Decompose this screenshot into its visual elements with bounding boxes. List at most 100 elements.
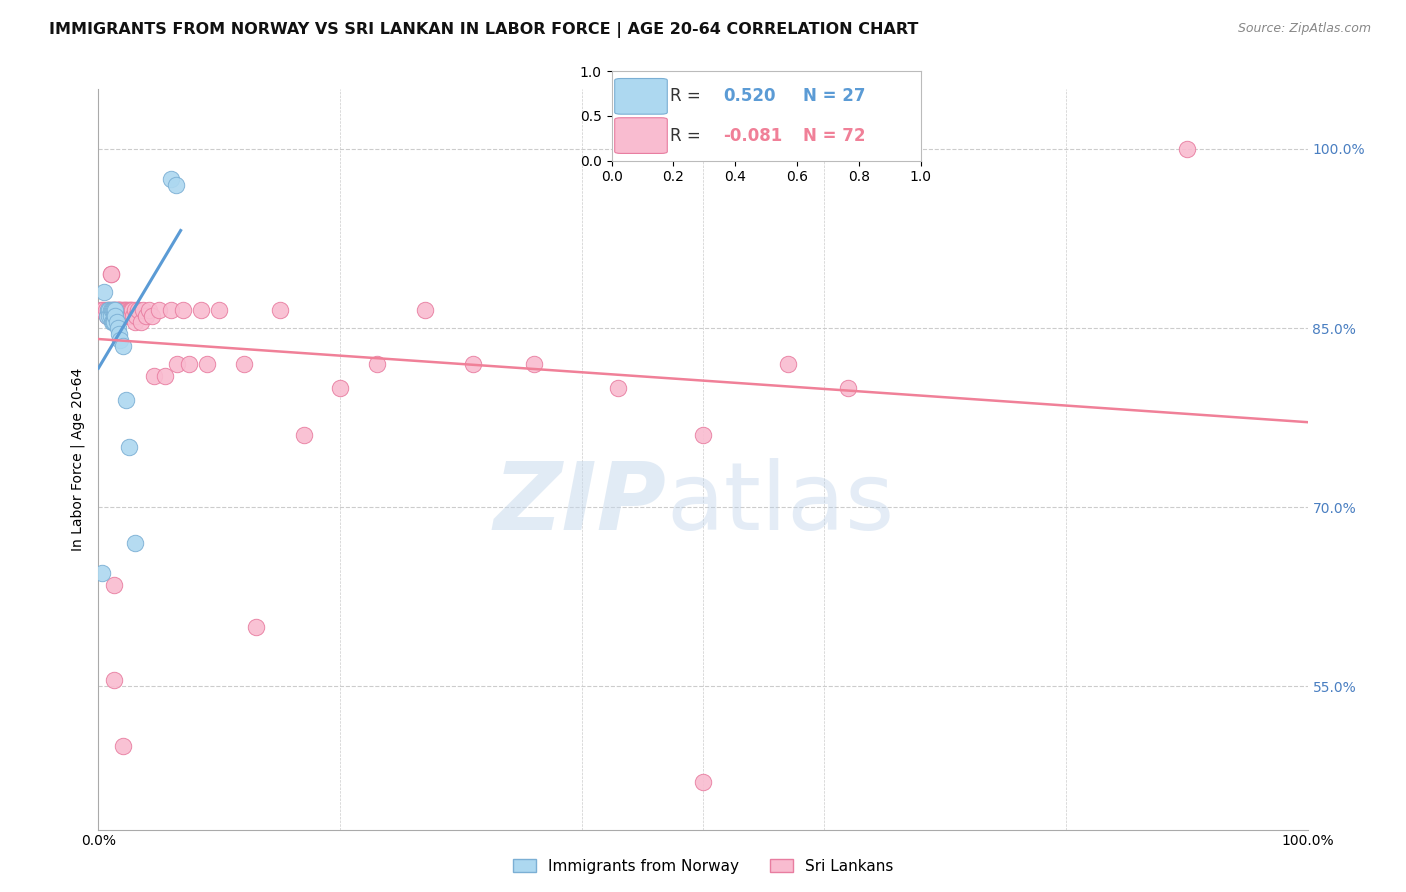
Point — [100, 303, 122, 318]
Point — [101, 303, 124, 318]
Point — [165, 178, 187, 192]
Point — [111, 339, 134, 353]
Point — [100, 315, 122, 329]
Point — [115, 392, 138, 407]
Point — [105, 315, 128, 329]
Point — [692, 428, 714, 442]
Point — [98, 309, 121, 323]
Point — [96, 309, 118, 323]
Text: -0.081: -0.081 — [723, 127, 782, 145]
Point — [100, 268, 122, 282]
Point — [104, 303, 127, 318]
Text: R =: R = — [671, 127, 702, 145]
Point — [413, 303, 436, 318]
Point — [1175, 142, 1198, 156]
Point — [104, 309, 127, 323]
Point — [153, 368, 176, 383]
Point — [269, 303, 291, 318]
FancyBboxPatch shape — [614, 118, 668, 153]
Point — [124, 536, 146, 550]
Point — [232, 357, 254, 371]
Point — [107, 321, 129, 335]
Text: IMMIGRANTS FROM NORWAY VS SRI LANKAN IN LABOR FORCE | AGE 20-64 CORRELATION CHAR: IMMIGRANTS FROM NORWAY VS SRI LANKAN IN … — [49, 22, 918, 38]
Point — [138, 303, 160, 318]
Point — [100, 303, 122, 318]
Point — [166, 357, 188, 371]
Text: N = 72: N = 72 — [803, 127, 866, 145]
Text: 0.520: 0.520 — [723, 87, 776, 105]
Point — [108, 326, 131, 341]
Point — [179, 357, 201, 371]
Point — [127, 303, 149, 318]
Point — [103, 673, 125, 688]
Point — [148, 303, 170, 318]
Point — [292, 428, 315, 442]
Point — [776, 357, 799, 371]
Point — [91, 303, 114, 318]
Point — [523, 357, 546, 371]
Point — [103, 309, 125, 323]
Point — [105, 309, 128, 323]
Point — [107, 303, 129, 318]
Point — [172, 303, 194, 318]
FancyBboxPatch shape — [614, 78, 668, 114]
Point — [118, 441, 141, 455]
Point — [329, 381, 352, 395]
Point — [100, 268, 122, 282]
Point — [366, 357, 388, 371]
Point — [103, 315, 125, 329]
Point — [101, 309, 124, 323]
Point — [104, 303, 127, 318]
Point — [108, 303, 131, 318]
Point — [107, 309, 129, 323]
Point — [103, 303, 125, 318]
Point — [135, 309, 157, 323]
Point — [108, 303, 131, 318]
Point — [121, 303, 143, 318]
Point — [108, 333, 131, 347]
Point — [96, 309, 118, 323]
Text: atlas: atlas — [666, 458, 896, 549]
Point — [118, 309, 141, 323]
Point — [90, 303, 112, 318]
Point — [101, 315, 124, 329]
Point — [692, 774, 714, 789]
Point — [125, 309, 148, 323]
Point — [108, 309, 131, 323]
Point — [208, 303, 231, 318]
Point — [195, 357, 218, 371]
Y-axis label: In Labor Force | Age 20-64: In Labor Force | Age 20-64 — [70, 368, 84, 551]
Point — [143, 368, 166, 383]
Point — [110, 303, 132, 318]
Point — [98, 303, 121, 318]
Point — [105, 303, 128, 318]
Point — [94, 303, 117, 318]
Point — [245, 619, 267, 633]
Point — [115, 303, 138, 318]
Point — [111, 309, 134, 323]
Point — [120, 303, 142, 318]
Point — [103, 309, 125, 323]
Point — [118, 303, 141, 318]
Point — [122, 309, 145, 323]
Point — [607, 381, 630, 395]
Text: Source: ZipAtlas.com: Source: ZipAtlas.com — [1237, 22, 1371, 36]
Point — [132, 303, 155, 318]
Point — [120, 309, 142, 323]
Point — [103, 578, 125, 592]
Point — [98, 303, 121, 318]
Point — [100, 309, 122, 323]
Legend: Immigrants from Norway, Sri Lankans: Immigrants from Norway, Sri Lankans — [506, 853, 900, 880]
Text: ZIP: ZIP — [494, 458, 666, 549]
Point — [124, 315, 146, 329]
Point — [97, 303, 120, 318]
Point — [91, 566, 114, 580]
Point — [160, 171, 183, 186]
Point — [141, 309, 163, 323]
Point — [118, 303, 141, 318]
Point — [463, 357, 485, 371]
Point — [103, 303, 125, 318]
Text: N = 27: N = 27 — [803, 87, 866, 105]
Text: R =: R = — [671, 87, 702, 105]
Point — [111, 303, 134, 318]
